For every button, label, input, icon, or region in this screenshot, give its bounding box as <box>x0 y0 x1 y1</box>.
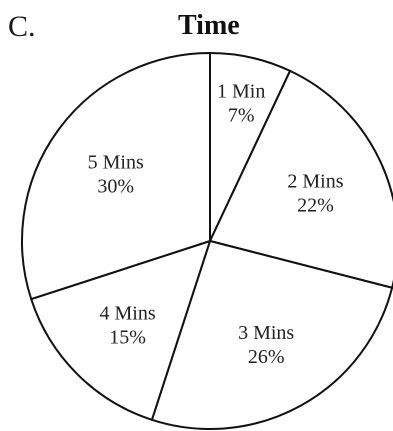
panel-label: C. <box>8 10 36 43</box>
pie-slice-3 <box>150 239 393 430</box>
slice-label-1: 1 Min <box>217 81 265 103</box>
slice-label-3: 3 Mins <box>238 322 294 344</box>
slice-label-4: 4 Mins <box>100 302 156 324</box>
slice-label-2: 2 Mins <box>287 170 343 192</box>
pie-slice-5 <box>21 51 211 301</box>
pie-slice-4 <box>29 239 212 422</box>
slice-percent-4: 15% <box>109 326 146 348</box>
slice-label-5: 5 Mins <box>88 151 144 173</box>
slice-percent-3: 26% <box>248 346 285 368</box>
slice-percent-1: 7% <box>228 105 255 127</box>
pie-slice-2 <box>208 69 393 289</box>
slice-percent-5: 30% <box>97 175 134 197</box>
slice-percent-2: 22% <box>297 194 334 216</box>
chart-title: Time <box>178 10 240 41</box>
